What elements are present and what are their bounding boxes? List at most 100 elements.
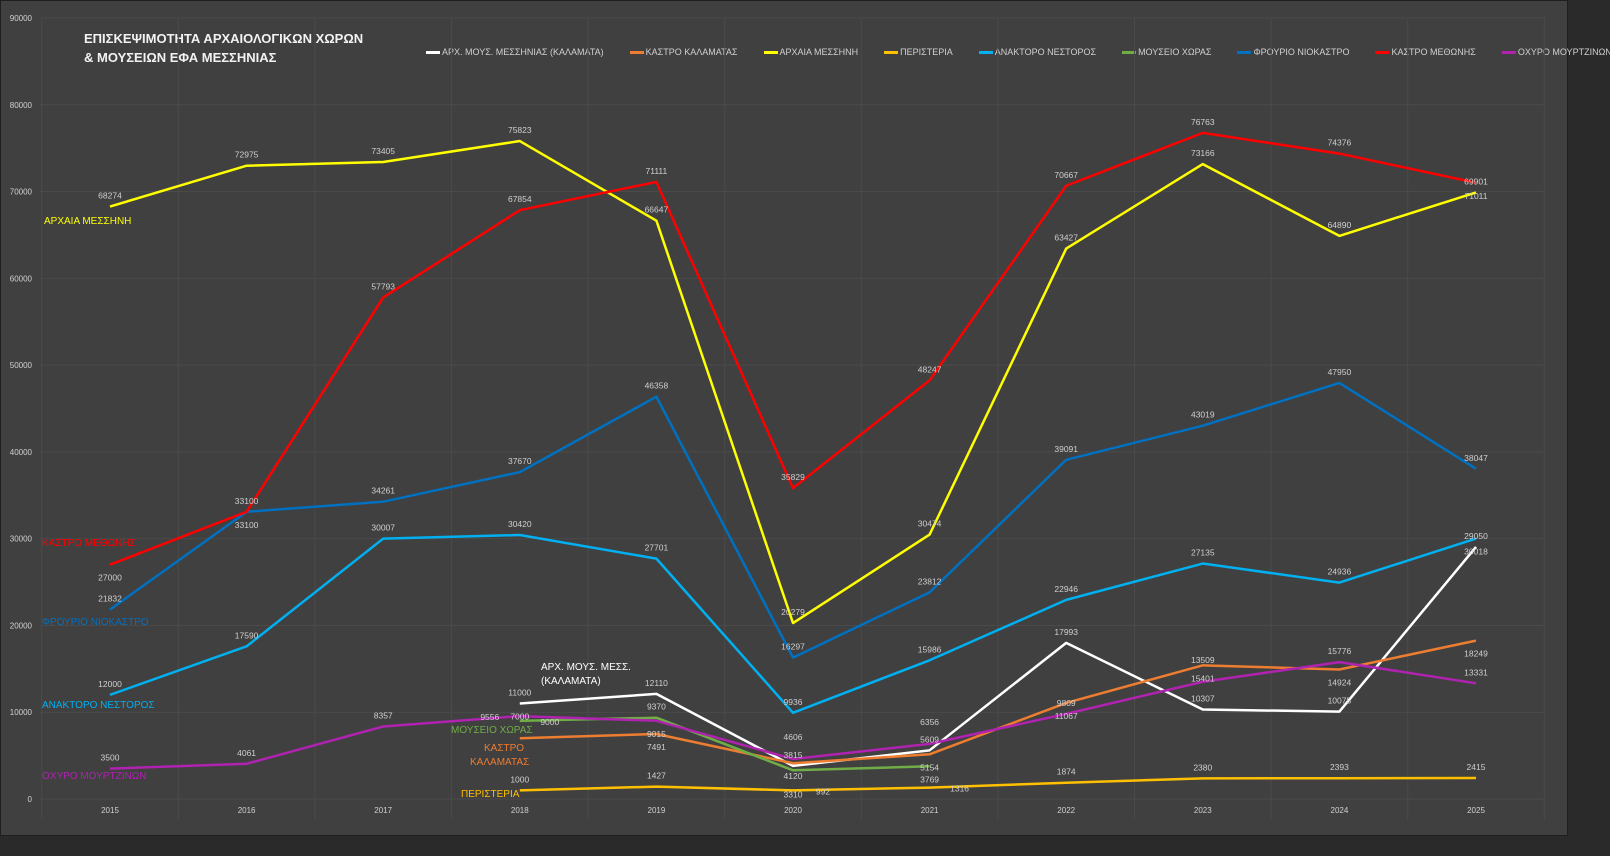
series-annotation: ΚΑΛΑΜΑΤΑΣ bbox=[470, 757, 529, 768]
series-annotation: ΚΑΣΤΡΟ bbox=[484, 743, 524, 754]
data-label: 18249 bbox=[1464, 649, 1488, 659]
series-line-2 bbox=[109, 139, 1477, 625]
x-tick-label: 2022 bbox=[1057, 806, 1075, 815]
data-label: 7491 bbox=[647, 742, 666, 752]
data-label: 72975 bbox=[235, 150, 259, 160]
legend-label: ΑΝΑΚΤΟΡΟ ΝΕΣΤΟΡΟΣ bbox=[994, 47, 1097, 57]
legend-swatch bbox=[629, 50, 644, 54]
series-annotation: ΑΡΧΑΙΑ ΜΕΣΣΗΝΗ bbox=[44, 216, 131, 227]
data-label: 64890 bbox=[1328, 220, 1352, 230]
data-label: 20279 bbox=[781, 607, 805, 617]
series-line-3 bbox=[519, 776, 1477, 792]
y-tick-label: 0 bbox=[28, 795, 33, 804]
legend-item: ΑΡΧΑΙΑ ΜΕΣΣΗΝΗ bbox=[763, 47, 859, 57]
legend-swatch bbox=[763, 50, 778, 54]
data-label: 5609 bbox=[920, 734, 939, 744]
data-label: 27701 bbox=[645, 543, 669, 553]
y-tick-label: 40000 bbox=[10, 448, 33, 457]
series-annotation: ΠΕΡΙΣΤΕΡΙΑ bbox=[461, 789, 520, 800]
legend-label: ΦΡΟΥΡΙΟ ΝΙΟΚΑΣΤΡΟ bbox=[1253, 47, 1350, 57]
legend-swatch bbox=[884, 50, 899, 54]
chart-title-line-1: ΕΠΙΣΚΕΨΙΜΟΤΗΤΑ ΑΡΧΑΙΟΛΟΓΙΚΩΝ ΧΩΡΩΝ bbox=[84, 31, 364, 46]
data-label: 1316 bbox=[950, 784, 969, 794]
data-label: 33100 bbox=[235, 496, 259, 506]
data-label: 4606 bbox=[784, 732, 803, 742]
legend-item: ΜΟΥΣΕΙΟ ΧΩΡΑΣ bbox=[1122, 47, 1211, 57]
data-label: 38047 bbox=[1464, 453, 1488, 463]
data-label: 17590 bbox=[235, 630, 259, 640]
data-label: 11000 bbox=[508, 688, 531, 698]
series-annotation: ΚΑΣΤΡΟ ΜΕΘΩΝΗΣ bbox=[42, 538, 136, 549]
legend-swatch bbox=[426, 50, 440, 54]
data-label: 71111 bbox=[646, 166, 668, 176]
legend-label: ΑΡΧ. ΜΟΥΣ. ΜΕΣΣΗΝΙΑΣ (ΚΑΛΑΜΑΤΑ) bbox=[442, 47, 604, 57]
legend-item: ΚΑΣΤΡΟ ΚΑΛΑΜΑΤΑΣ bbox=[629, 47, 738, 57]
data-label: 63427 bbox=[1054, 233, 1078, 243]
data-label: 23812 bbox=[918, 576, 942, 586]
x-tick-label: 2024 bbox=[1331, 806, 1349, 815]
series-annotation: ΟΧΥΡΟ ΜΟΥΡΤΖΙΝΩΝ bbox=[42, 771, 146, 782]
x-tick-label: 2017 bbox=[374, 806, 392, 815]
data-label: 13331 bbox=[1464, 667, 1488, 677]
data-label: 67854 bbox=[508, 194, 532, 204]
data-label: 39091 bbox=[1054, 444, 1078, 454]
data-label: 15986 bbox=[918, 644, 942, 654]
data-label: 43019 bbox=[1191, 410, 1215, 420]
data-label: 1427 bbox=[647, 771, 666, 781]
legend-label: ΑΡΧΑΙΑ ΜΕΣΣΗΝΗ bbox=[779, 47, 859, 57]
data-label: 34261 bbox=[371, 486, 395, 496]
legend-label: ΜΟΥΣΕΙΟ ΧΩΡΑΣ bbox=[1138, 47, 1212, 57]
data-label: 7000 bbox=[510, 711, 529, 721]
data-label: 2380 bbox=[1193, 762, 1212, 772]
data-label: 2393 bbox=[1330, 762, 1349, 772]
data-label: 13509 bbox=[1191, 655, 1215, 665]
y-tick-label: 10000 bbox=[10, 708, 33, 717]
data-label: 9809 bbox=[1057, 698, 1076, 708]
y-tick-label: 20000 bbox=[10, 621, 33, 630]
data-label: 14924 bbox=[1328, 677, 1352, 687]
x-tick-label: 2018 bbox=[511, 806, 529, 815]
data-label: 9370 bbox=[647, 702, 666, 712]
data-label: 24936 bbox=[1328, 567, 1352, 577]
data-label: 4120 bbox=[784, 771, 803, 781]
data-label: 9015 bbox=[647, 729, 666, 739]
data-label: 8357 bbox=[374, 710, 393, 720]
data-label: 9000 bbox=[540, 717, 559, 727]
series-line-6 bbox=[109, 381, 1477, 659]
data-label: 2415 bbox=[1467, 762, 1486, 772]
legend-swatch bbox=[1375, 50, 1390, 54]
series-line-4 bbox=[109, 533, 1477, 715]
series-annotation: ΑΝΑΚΤΟΡΟ ΝΕΣΤΟΡΟΣ bbox=[42, 700, 155, 711]
data-label: 30007 bbox=[371, 523, 395, 533]
y-tick-label: 80000 bbox=[10, 101, 33, 110]
x-tick-label: 2015 bbox=[101, 806, 119, 815]
data-label: 5154 bbox=[920, 762, 939, 772]
data-label: 35829 bbox=[781, 472, 805, 482]
chart-title-line-2: & ΜΟΥΣΕΙΩΝ ΕΦΑ ΜΕΣΣΗΝΙΑΣ bbox=[84, 50, 277, 65]
legend-item: ΑΝΑΚΤΟΡΟ ΝΕΣΤΟΡΟΣ bbox=[978, 47, 1097, 57]
x-tick-label: 2016 bbox=[238, 806, 256, 815]
series-line-7 bbox=[109, 131, 1477, 566]
legend-item: ΟΧΥΡΟ ΜΟΥΡΤΖΙΝΩΝ bbox=[1501, 47, 1610, 57]
data-label: 27000 bbox=[98, 573, 122, 583]
data-label: 70667 bbox=[1054, 170, 1078, 180]
x-tick-label: 2023 bbox=[1194, 806, 1212, 815]
data-label: 46358 bbox=[645, 381, 669, 391]
series-annotation: ΦΡΟΥΡΙΟ ΝΙΟΚΑΣΤΡΟ bbox=[42, 617, 149, 628]
data-label: 6356 bbox=[920, 717, 939, 727]
series-line-8 bbox=[109, 660, 1477, 770]
legend-label: ΚΑΣΤΡΟ ΜΕΘΩΝΗΣ bbox=[1391, 47, 1476, 57]
data-label: 22946 bbox=[1054, 584, 1078, 594]
data-label: 29050 bbox=[1464, 531, 1488, 541]
y-tick-label: 60000 bbox=[10, 274, 33, 283]
data-label: 15776 bbox=[1328, 646, 1352, 656]
data-label: 66647 bbox=[645, 205, 669, 215]
x-tick-label: 2025 bbox=[1467, 806, 1485, 815]
data-label: 30420 bbox=[508, 519, 532, 529]
legend-swatch bbox=[1122, 50, 1137, 54]
data-label: 68274 bbox=[98, 191, 122, 201]
data-label: 1000 bbox=[510, 774, 529, 784]
data-label: 30474 bbox=[918, 519, 942, 529]
data-label: 27135 bbox=[1191, 548, 1215, 558]
